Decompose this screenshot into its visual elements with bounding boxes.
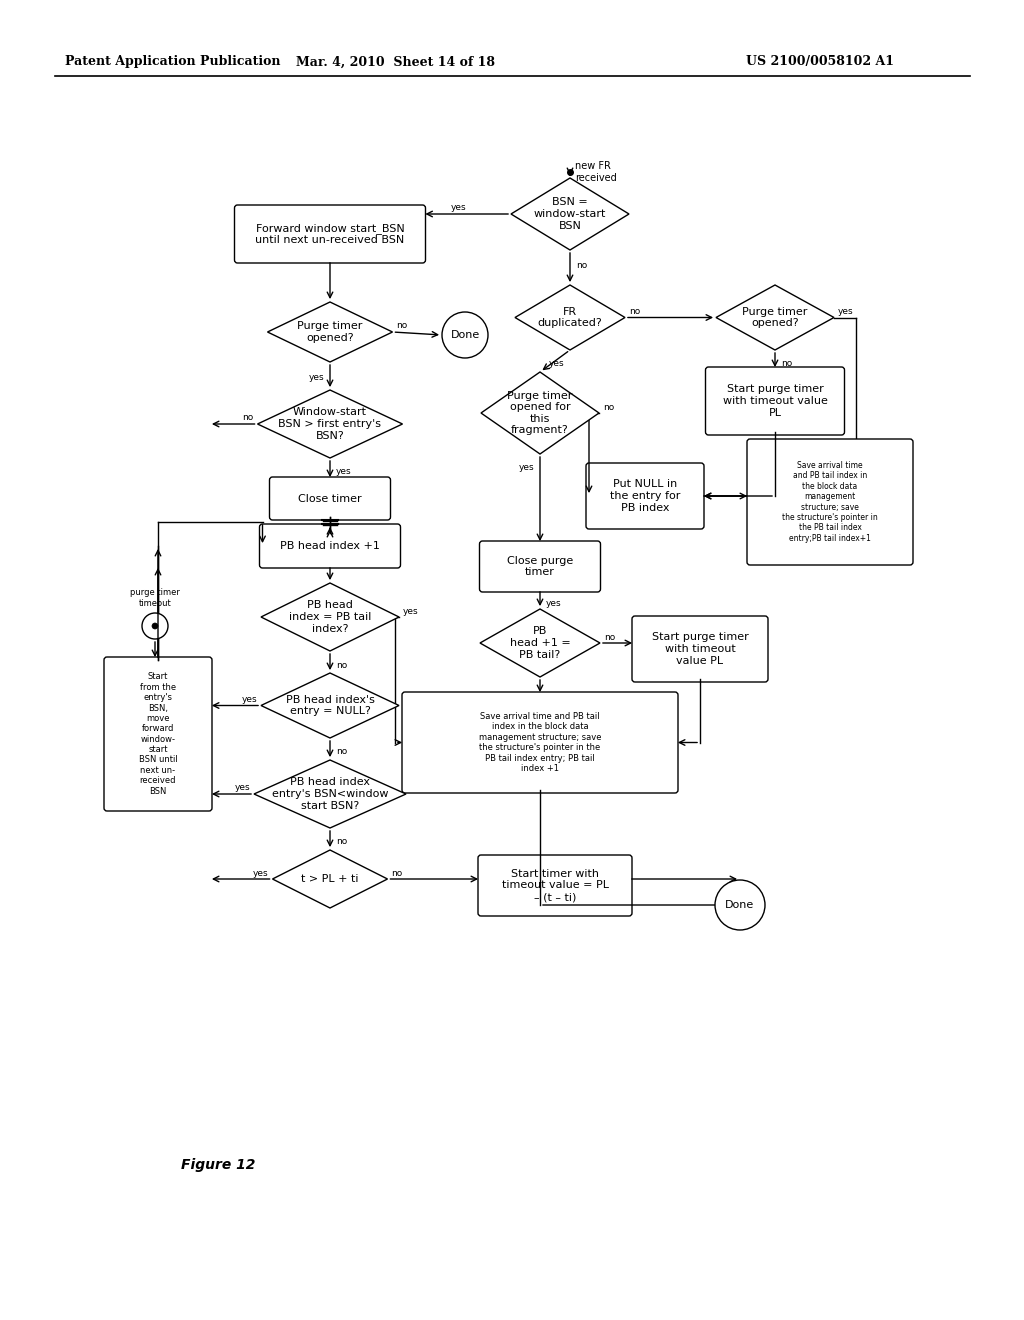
Text: Start purge timer
with timeout value
PL: Start purge timer with timeout value PL [723,384,827,417]
Text: no: no [629,308,640,315]
Text: Start purge timer
with timeout
value PL: Start purge timer with timeout value PL [651,632,749,665]
Text: no: no [781,359,793,368]
Circle shape [152,623,158,630]
FancyBboxPatch shape [586,463,705,529]
Polygon shape [481,372,599,454]
Text: PB head index +1: PB head index +1 [280,541,380,550]
Text: Close timer: Close timer [298,494,361,503]
Polygon shape [272,850,387,908]
Text: purge timer
timeout: purge timer timeout [130,589,180,607]
FancyBboxPatch shape [632,616,768,682]
Text: Save arrival time and PB tail
index in the block data
management structure; save: Save arrival time and PB tail index in t… [479,711,601,774]
Text: no: no [396,322,408,330]
Text: no: no [336,837,347,846]
Text: yes: yes [451,203,466,213]
Text: yes: yes [546,598,561,607]
Text: Window-start
BSN > first entry's
BSN?: Window-start BSN > first entry's BSN? [279,408,382,441]
Text: Purge timer
opened?: Purge timer opened? [742,306,808,329]
Text: Forward window start_BSN
until next un-received BSN: Forward window start_BSN until next un-r… [255,223,404,246]
Text: Done: Done [725,900,755,909]
Polygon shape [716,285,834,350]
Text: PB
head +1 =
PB tail?: PB head +1 = PB tail? [510,627,570,660]
Text: no: no [243,413,254,422]
FancyBboxPatch shape [746,440,913,565]
Text: no: no [336,747,347,756]
Text: no: no [391,869,402,878]
Text: Close purge
timer: Close purge timer [507,556,573,577]
Text: FR
duplicated?: FR duplicated? [538,306,602,329]
Text: yes: yes [234,784,250,792]
Text: t > PL + ti: t > PL + ti [301,874,358,884]
Polygon shape [267,302,392,362]
Circle shape [142,612,168,639]
Text: BSN =
window-start
BSN: BSN = window-start BSN [534,198,606,231]
FancyBboxPatch shape [104,657,212,810]
Text: yes: yes [253,869,268,878]
Text: new FR
received: new FR received [575,161,616,182]
Text: yes: yes [549,359,564,368]
FancyBboxPatch shape [479,541,600,591]
Polygon shape [480,609,600,677]
Circle shape [715,880,765,931]
Text: PB head
index = PB tail
index?: PB head index = PB tail index? [289,601,371,634]
Circle shape [442,312,488,358]
Text: PB head index
entry's BSN<window
start BSN?: PB head index entry's BSN<window start B… [271,777,388,810]
FancyBboxPatch shape [259,524,400,568]
Polygon shape [261,673,399,738]
FancyBboxPatch shape [269,477,390,520]
Text: yes: yes [336,467,351,477]
Text: Done: Done [451,330,479,341]
FancyBboxPatch shape [402,692,678,793]
Text: Start
from the
entry's
BSN,
move
forward
window-
start
BSN until
next un-
receiv: Start from the entry's BSN, move forward… [138,672,177,796]
Polygon shape [257,389,402,458]
Text: Mar. 4, 2010  Sheet 14 of 18: Mar. 4, 2010 Sheet 14 of 18 [296,55,495,69]
Text: no: no [603,403,614,412]
FancyBboxPatch shape [478,855,632,916]
FancyBboxPatch shape [706,367,845,436]
Text: no: no [575,261,587,271]
Text: yes: yes [308,372,324,381]
Text: yes: yes [403,606,419,615]
Text: no: no [604,632,615,642]
Text: Save arrival time
and PB tail index in
the block data
management
structure; save: Save arrival time and PB tail index in t… [782,461,878,543]
Text: US 2100/0058102 A1: US 2100/0058102 A1 [746,55,894,69]
Text: Purge timer
opened?: Purge timer opened? [297,321,362,343]
Text: no: no [336,660,347,669]
Text: PB head index's
entry = NULL?: PB head index's entry = NULL? [286,694,375,717]
Text: Figure 12: Figure 12 [181,1158,255,1172]
Polygon shape [511,178,629,249]
Text: Purge timer
opened for
this
fragment?: Purge timer opened for this fragment? [507,391,572,436]
Text: Start timer with
timeout value = PL
– (t – ti): Start timer with timeout value = PL – (t… [502,869,608,902]
Text: Put NULL in
the entry for
PB index: Put NULL in the entry for PB index [610,479,680,512]
Text: yes: yes [518,463,534,473]
Polygon shape [254,760,406,828]
Text: yes: yes [242,696,257,704]
FancyBboxPatch shape [234,205,426,263]
Text: Patent Application Publication: Patent Application Publication [65,55,281,69]
Text: yes: yes [838,308,854,315]
Polygon shape [515,285,625,350]
Polygon shape [261,583,399,651]
